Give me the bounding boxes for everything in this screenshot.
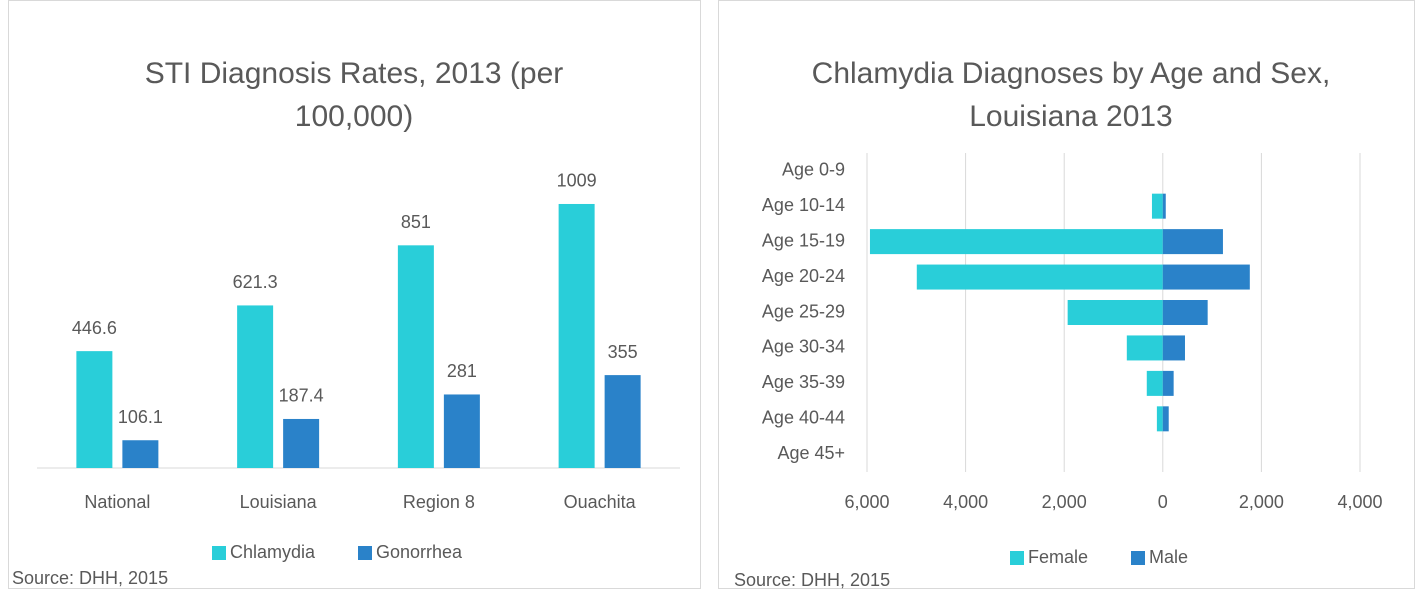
bar — [1162, 229, 1223, 255]
legend-swatch — [1010, 551, 1024, 565]
bar — [558, 203, 595, 468]
source: Source: DHH, 2015 — [734, 570, 890, 590]
data-label: 281 — [447, 361, 477, 381]
legend-swatch — [1131, 551, 1145, 565]
x-tick-label: 2,000 — [1042, 492, 1087, 512]
y-tick-label: Age 45+ — [777, 443, 845, 463]
y-tick-label: Age 40-44 — [762, 408, 845, 428]
legend-swatch — [358, 546, 372, 560]
bar — [237, 305, 274, 468]
bar — [1162, 193, 1166, 219]
bar — [397, 245, 434, 468]
x-tick-label: National — [84, 492, 150, 512]
x-tick-label: 4,000 — [1337, 492, 1382, 512]
y-tick-label: Age 20-24 — [762, 266, 845, 286]
bar — [1162, 406, 1169, 432]
bar — [1151, 193, 1163, 219]
bar — [869, 229, 1163, 255]
bar — [76, 351, 113, 468]
bar — [604, 375, 641, 468]
legend-label: Female — [1028, 547, 1088, 567]
y-tick-label: Age 15-19 — [762, 230, 845, 250]
y-tick-label: Age 0-9 — [782, 159, 845, 179]
data-label: 1009 — [557, 171, 597, 191]
bar — [283, 418, 320, 468]
bar — [1162, 370, 1174, 396]
x-tick-label: 0 — [1158, 492, 1168, 512]
x-tick-label: Louisiana — [240, 492, 318, 512]
y-tick-label: Age 35-39 — [762, 372, 845, 392]
x-tick-label: Region 8 — [403, 492, 475, 512]
data-label: 355 — [608, 342, 638, 362]
legend-label: Male — [1149, 547, 1188, 567]
data-label: 446.6 — [72, 318, 117, 338]
bar — [1162, 335, 1185, 361]
bar — [1162, 300, 1208, 325]
chart-title: Chlamydia Diagnoses by Age and Sex, Loui… — [811, 57, 1331, 133]
bar — [122, 440, 159, 468]
bar — [916, 264, 1163, 290]
data-label: 621.3 — [233, 272, 278, 292]
chart-title: STI Diagnosis Rates, 2013 (per 100,000) — [144, 57, 564, 133]
x-tick-label: Ouachita — [564, 492, 637, 512]
bar — [1146, 370, 1163, 396]
left-panel — [8, 0, 701, 589]
x-tick-label: 4,000 — [943, 492, 988, 512]
source: Source: DHH, 2015 — [12, 568, 168, 588]
bar — [1067, 300, 1163, 325]
data-label: 106.1 — [118, 407, 163, 427]
right-panel — [718, 0, 1415, 589]
bar — [1162, 264, 1250, 290]
y-tick-label: Age 25-29 — [762, 301, 845, 321]
x-tick-label: 2,000 — [1239, 492, 1284, 512]
bar — [443, 394, 480, 468]
bar — [1156, 406, 1163, 432]
y-tick-label: Age 10-14 — [762, 195, 845, 215]
legend-swatch — [212, 546, 226, 560]
legend-label: Gonorrhea — [376, 542, 463, 562]
y-tick-label: Age 30-34 — [762, 337, 845, 357]
data-label: 851 — [401, 212, 431, 232]
x-tick-label: 6,000 — [844, 492, 889, 512]
data-label: 187.4 — [279, 386, 324, 406]
bar — [1126, 335, 1163, 361]
legend-label: Chlamydia — [230, 542, 316, 562]
